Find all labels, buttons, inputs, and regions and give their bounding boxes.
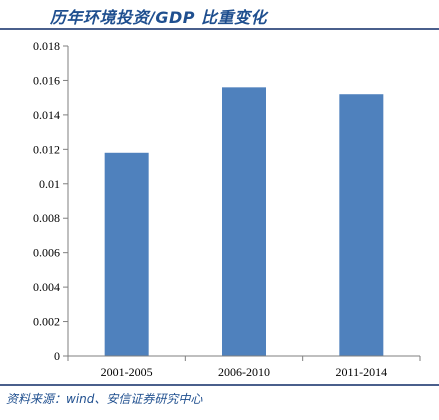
x-axis-labels: 2001-2005 2006-2010 2011-2014 xyxy=(67,356,421,379)
bar xyxy=(222,87,266,357)
y-tick-label: 0.004 xyxy=(33,280,60,294)
bar xyxy=(339,94,384,356)
chart-footer: 资料来源：wind、安信证券研究中心 xyxy=(0,384,439,420)
chart-header: 历年环境投资/GDP 比重变化 xyxy=(0,0,439,30)
bar-chart: 0 0.002 0.004 0.006 0.008 0.01 0.012 0.014 0.016… xyxy=(33,39,421,379)
x-tick-label: 2006-2010 xyxy=(218,365,270,379)
x-tick-label: 2001-2005 xyxy=(101,365,153,379)
y-tick-label: 0.002 xyxy=(33,315,60,329)
y-tick-label: 0.016 xyxy=(33,73,60,87)
y-tick-label: 0.006 xyxy=(33,246,60,260)
y-axis-ticks: 0 0.002 0.004 0.006 0.008 0.01 0.012 0.014 0.016… xyxy=(33,39,68,363)
y-tick-label: 0.018 xyxy=(33,39,60,53)
y-tick-label: 0.012 xyxy=(33,142,60,156)
y-tick-label: 0.01 xyxy=(39,177,60,191)
x-tick-label: 2011-2014 xyxy=(336,365,388,379)
y-tick-label: 0 xyxy=(54,349,60,363)
source-note: 资料来源：wind、安信证券研究中心 xyxy=(6,392,203,406)
chart-title: 历年环境投资/GDP 比重变化 xyxy=(50,8,268,27)
header-divider xyxy=(0,28,439,30)
footer-divider xyxy=(0,384,439,386)
bar xyxy=(104,152,149,356)
y-tick-label: 0.008 xyxy=(33,211,60,225)
bars xyxy=(104,87,384,357)
y-tick-label: 0.014 xyxy=(33,108,60,122)
